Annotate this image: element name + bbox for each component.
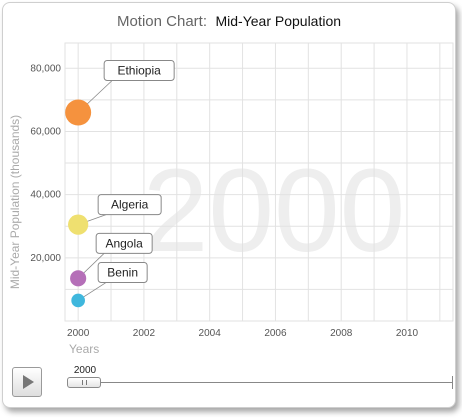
y-axis-title: Mid-Year Population (thousands) [8,115,22,289]
bubble-ethiopia [65,99,92,126]
callout-box-benin [97,261,148,283]
y-tick-label: 60,000 [30,126,61,137]
slider-track[interactable] [67,382,453,383]
year-watermark: 2000 [143,145,406,277]
slider-grip-icon [82,380,87,385]
x-tick-label: 2002 [133,328,156,339]
callout-box-angola [95,232,153,254]
x-tick-label: 2004 [199,328,222,339]
callout-label-benin: Benin [107,265,138,279]
callout-box-algeria [97,194,162,216]
y-tick-label: 20,000 [30,253,61,264]
chart-title-prefix: Motion Chart: [116,13,208,30]
x-axis-title: Years [69,342,99,356]
slider-end-tick [452,376,453,389]
y-tick-label: 80,000 [30,63,61,74]
x-tick-label: 2006 [264,328,287,339]
slider-handle[interactable] [67,377,101,388]
callout-label-algeria: Algeria [111,198,149,212]
x-tick-label: 2008 [330,328,353,339]
bubble-benin [71,293,85,308]
motion-chart-panel: Motion Chart: Mid-Year Population 2000 20… [2,2,456,408]
callout-box-ethiopia [103,60,175,81]
callout-label-ethiopia: Ethiopia [117,64,161,78]
play-button[interactable] [12,367,42,397]
slider-value-label: 2000 [73,365,97,376]
bubble-angola [70,270,87,287]
bubble-algeria [68,214,89,235]
play-icon [23,375,34,389]
callout-label-angola: Angola [105,236,143,250]
chart-title-main: Mid-Year Population [215,13,342,29]
y-tick-label: 40,000 [30,190,61,201]
x-tick-label: 2000 [67,328,90,339]
chart-title: Motion Chart: Mid-Year Population [3,13,455,31]
chart-area: 2000 20,000 40,000 60,000 80,000 2000 2002 2004… [8,42,454,356]
slider-start-icon [52,375,63,389]
x-tick-label: 2010 [396,328,419,339]
